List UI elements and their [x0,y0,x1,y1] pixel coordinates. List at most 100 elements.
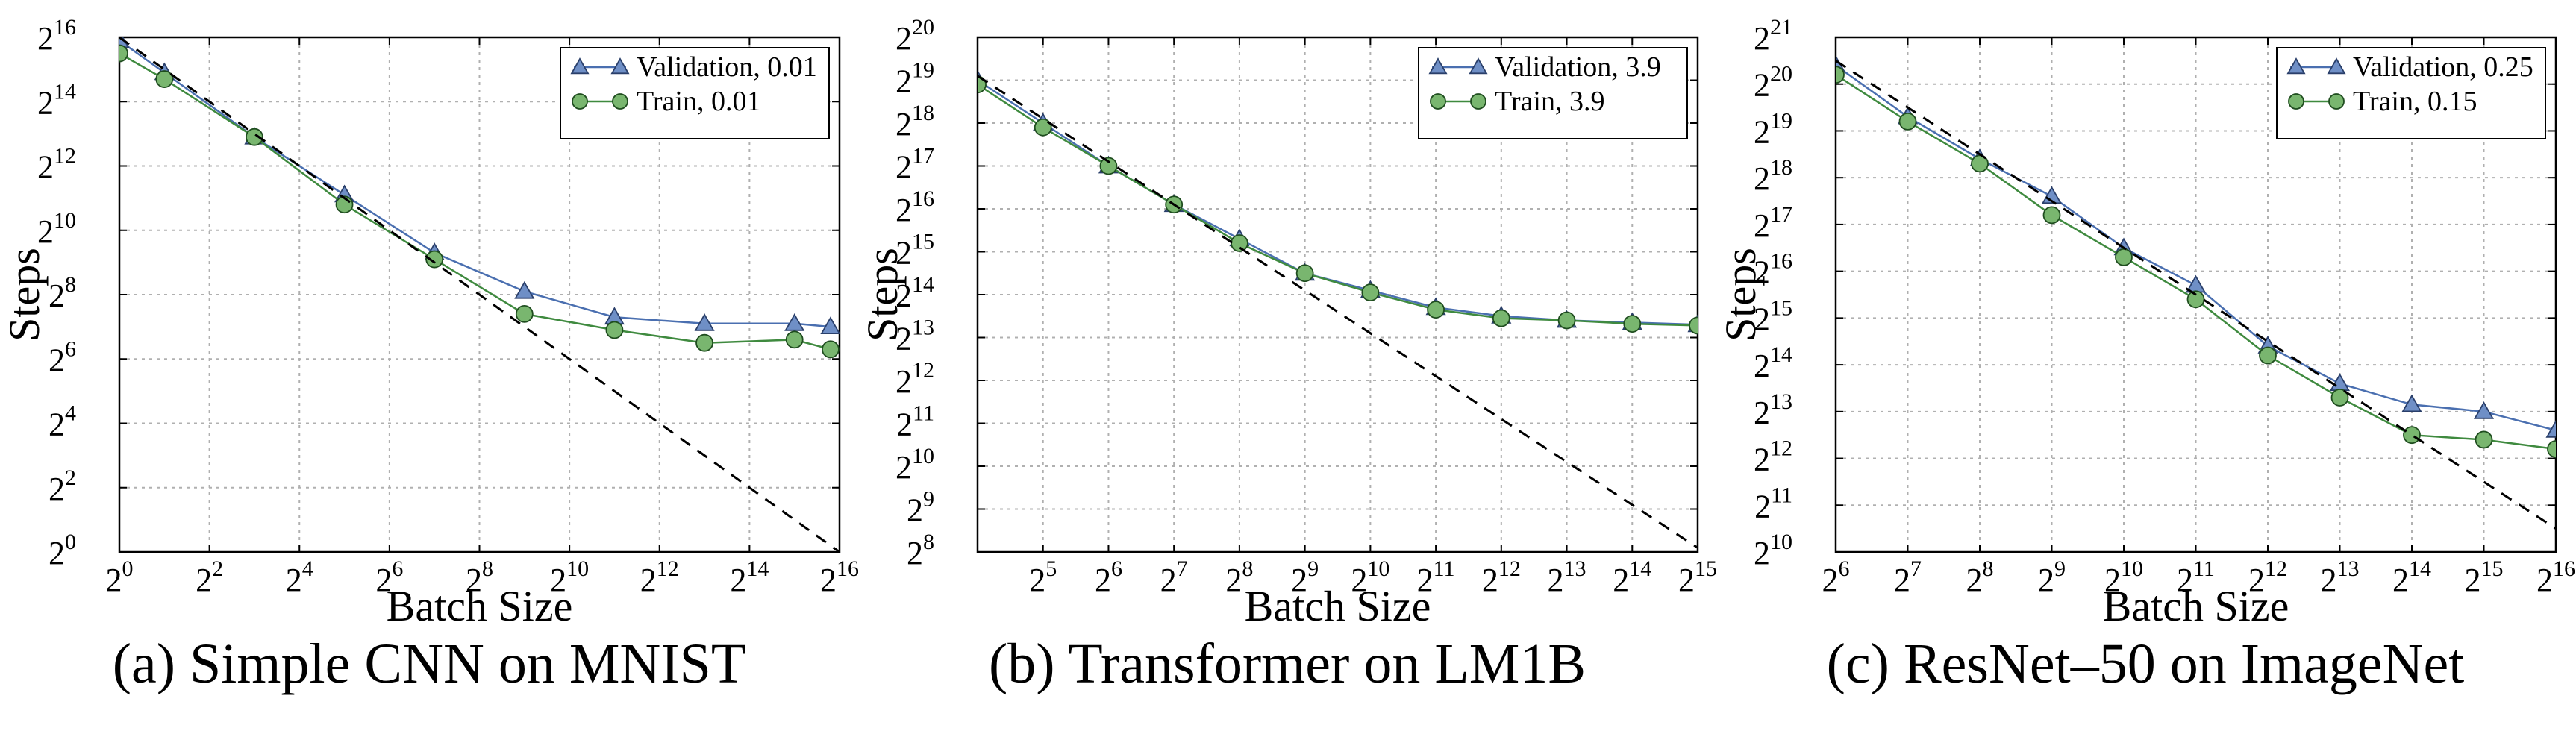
validation-line-a [119,40,831,328]
train-point-a-2 [246,128,263,146]
train-point-c-9 [2475,430,2493,449]
chart-a: 20 22 24 26 28 210 212 214 216 20 22 24 26 28 210 212 21… [0,15,858,627]
validation-point-c-9 [2473,401,2495,419]
x-tick-label-c-8: 214 [2392,556,2431,598]
train-point-b-1 [1034,118,1052,137]
x-axis-title-c: Batch Size [2103,582,2289,627]
x-tick-label-a-2: 24 [286,556,313,598]
reference-line-c [1836,60,2556,530]
y-axis-title-b: Steps [858,248,907,342]
train-point-c-8 [2403,426,2421,445]
reference-line-b [978,75,1698,549]
train-point-b-6 [1361,283,1380,302]
y-tick-label-c-8: 218 [1754,155,1792,197]
panel-a: 20 22 24 26 28 210 212 214 216 20 22 24 26 28 210 212 21… [0,0,858,731]
x-tick-label-b-10: 215 [1678,556,1716,598]
legend-marker-validation-b-1 [1469,57,1488,75]
legend-marker-validation-a-1 [610,57,630,75]
chart-b: 25 26 27 28 29 210 211 212 213 214 215282921021121… [858,15,1716,627]
legend-marker-train-a-1 [612,93,628,110]
x-tick-label-b-6: 211 [1417,556,1455,598]
y-axis-title-c: Steps [1716,248,1765,342]
x-tick-label-c-2: 28 [1966,556,1994,598]
train-point-c-3 [2042,206,2061,225]
validation-point-c-8 [2401,394,2422,412]
train-point-b-2 [1099,157,1118,175]
x-tick-label-b-4: 29 [1291,556,1319,598]
y-tick-label-b-9: 217 [895,144,934,186]
y-tick-label-a-6: 212 [37,144,76,186]
x-axis-title-a: Batch Size [387,582,573,627]
train-point-c-10 [2547,440,2556,458]
x-axis-title-b: Batch Size [1245,582,1431,627]
caption-c: (c) ResNet–50 on ImageNet [1826,633,2465,695]
x-tick-label-b-7: 212 [1482,556,1521,598]
legend-marker-train-c-0 [2288,93,2304,110]
legend-marker-train-b-1 [1470,93,1486,110]
y-tick-label-c-7: 217 [1754,202,1792,244]
chart-c: 26 27 28 29 210 211 212 213 214 215 216 210 211 212 21… [1716,15,2575,627]
legend-marker-validation-c-0 [2286,57,2306,75]
y-tick-label-b-8: 216 [895,186,934,228]
legend-marker-train-a-0 [572,93,588,110]
caption-a: (a) Simple CNN on MNIST [112,633,746,695]
y-tick-label-b-2: 210 [895,444,934,486]
y-tick-label-b-7: 215 [895,230,934,272]
x-tick-label-c-10: 216 [2536,556,2575,598]
legend-box-c [2276,47,2546,139]
y-tick-label-c-6: 216 [1754,249,1792,291]
series-group-a [119,37,840,552]
train-point-b-10 [1623,315,1642,333]
x-tick-label-a-5: 210 [550,556,589,598]
train-point-b-8 [1492,309,1510,327]
train-point-c-1 [1898,113,1917,131]
train-point-b-5 [1295,264,1314,283]
y-tick-label-c-2: 212 [1754,436,1792,478]
validation-point-c-7 [2329,373,2351,392]
train-point-b-7 [1427,301,1445,319]
train-point-a-9 [822,340,840,359]
train-point-a-8 [785,330,804,349]
y-tick-label-b-3: 211 [896,401,934,443]
x-tick-label-c-3: 29 [2038,556,2066,598]
x-tick-label-a-3: 26 [375,556,403,598]
y-tick-label-c-5: 215 [1754,295,1792,337]
train-point-a-7 [695,333,713,352]
train-point-a-5 [515,304,534,323]
y-tick-label-b-6: 214 [895,272,934,314]
train-line-a [119,52,831,351]
train-line-b [978,84,1698,327]
y-tick-label-c-10: 220 [1754,62,1792,104]
train-point-c-0 [1836,66,1845,84]
validation-point-a-8 [784,313,805,331]
series-group-c [1836,54,2556,530]
x-tick-label-c-4: 210 [2104,556,2143,598]
x-tick-label-c-1: 27 [1894,556,1922,598]
x-tick-label-c-9: 215 [2465,556,2504,598]
legend-marker-validation-a-0 [570,57,590,75]
y-tick-label-a-4: 28 [49,272,76,314]
x-tick-label-b-2: 27 [1160,556,1188,598]
y-tick-label-c-1: 211 [1754,483,1792,524]
legend-label-validation-c: Validation, 0.25 [2353,51,2533,83]
y-tick-label-b-11: 219 [895,58,934,100]
y-tick-label-b-5: 213 [895,316,934,357]
x-tick-label-b-1: 26 [1095,556,1122,598]
y-tick-label-c-3: 213 [1754,389,1792,431]
y-tick-label-c-9: 219 [1754,108,1792,150]
validation-point-c-10 [2545,420,2556,438]
y-tick-label-c-0: 210 [1754,530,1792,571]
x-tick-label-b-0: 25 [1029,556,1057,598]
y-tick-label-a-0: 20 [49,530,76,571]
train-point-a-6 [605,321,624,339]
legend-marker-validation-b-0 [1428,57,1448,75]
train-point-c-6 [2259,346,2277,365]
train-point-a-4 [425,250,444,269]
y-tick-label-b-10: 218 [895,101,934,142]
validation-point-a-7 [694,313,715,331]
reference-line-a [119,37,840,552]
x-tick-label-a-7: 214 [730,556,769,598]
y-tick-label-b-0: 28 [907,530,934,571]
y-tick-label-a-3: 26 [49,336,76,378]
legend-label-train-b: Train, 3.9 [1495,86,1604,117]
